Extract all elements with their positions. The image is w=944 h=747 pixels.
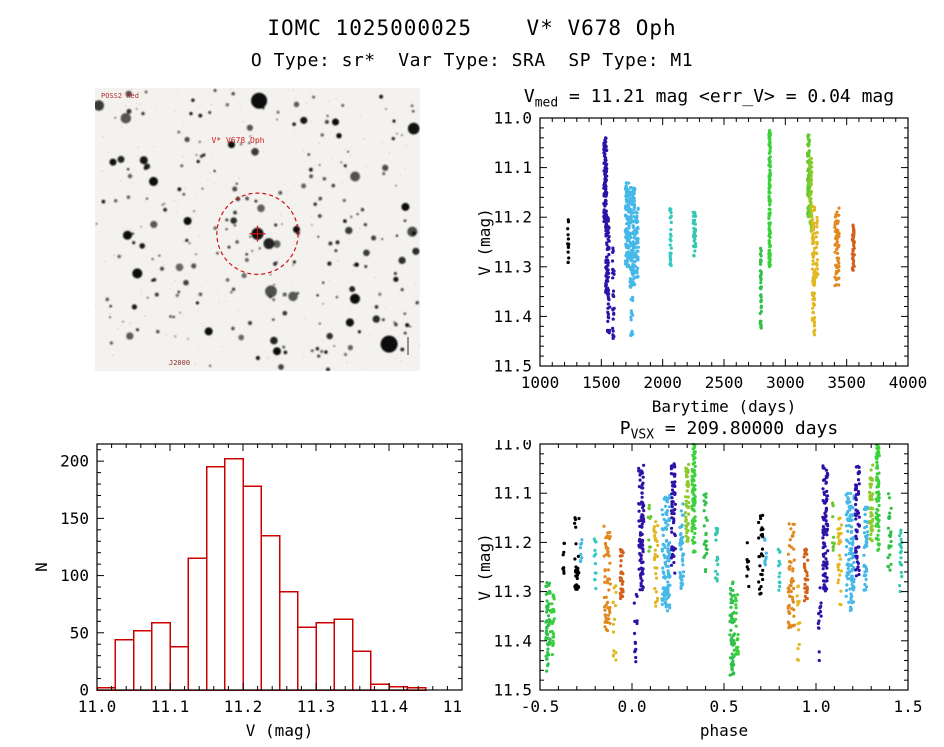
svg-text:V (mag): V (mag) [475,208,494,275]
finder-chart-panel: POSS2 Red V* V678 Oph J2000 [95,88,420,371]
histogram-plot: 11.0 11.1 11.2 11.3 11.4 11.5 0 50 100 150 200 V (m… [32,443,465,740]
svg-text:11.0: 11.0 [493,440,532,454]
svg-text:1500: 1500 [582,373,621,392]
svg-text:-0.5: -0.5 [521,697,560,716]
svg-text:0.5: 0.5 [710,697,739,716]
svg-text:11.4: 11.4 [493,307,532,326]
svg-text:0: 0 [79,681,89,700]
svg-text:phase: phase [700,721,748,740]
page-title: IOMC 1025000025 V* V678 Oph [267,16,677,40]
light-curve-title: Vmed = 11.21 mag <err_V> = 0.04 mag [523,86,895,111]
svg-text:3500: 3500 [827,373,866,392]
finder-chart-image: POSS2 Red V* V678 Oph J2000 [95,88,420,371]
svg-text:11.4: 11.4 [493,631,532,650]
svg-text:POSS2 Red: POSS2 Red [101,92,139,100]
svg-text:11.1: 11.1 [493,484,532,503]
svg-text:11.0: 11.0 [78,697,117,716]
light-curve-plot: 1000 1500 2000 2500 3000 3500 4000 11.0 11.1 11.2… [475,110,928,416]
svg-text:11.5: 11.5 [493,681,532,700]
svg-text:11.5: 11.5 [443,697,465,716]
svg-text:3000: 3000 [766,373,805,392]
svg-text:150: 150 [60,509,89,528]
svg-text:11.2: 11.2 [224,697,263,716]
svg-text:11.1: 11.1 [151,697,190,716]
svg-text:1.0: 1.0 [802,697,831,716]
svg-text:11.3: 11.3 [493,257,532,276]
svg-text:2000: 2000 [643,373,682,392]
svg-text:J2000: J2000 [169,359,190,367]
svg-text:0.0: 0.0 [618,697,647,716]
svg-text:11.3: 11.3 [493,582,532,601]
svg-text:11.3: 11.3 [297,697,336,716]
page-subtitle: O Type: sr* Var Type: SRA SP Type: M1 [250,50,694,71]
svg-text:11.0: 11.0 [493,110,532,128]
svg-text:11.2: 11.2 [493,533,532,552]
svg-text:11.1: 11.1 [493,158,532,177]
svg-text:11.4: 11.4 [370,697,409,716]
svg-text:1.5: 1.5 [894,697,923,716]
svg-text:100: 100 [60,566,89,585]
svg-text:2500: 2500 [705,373,744,392]
svg-text:50: 50 [70,623,89,642]
svg-text:1000: 1000 [521,373,560,392]
phase-panel: PVSX = 209.80000 days -0.5 0.0 0.5 1.0 1.5 11… [470,418,944,746]
svg-text:11.2: 11.2 [493,208,532,227]
phase-plot: -0.5 0.0 0.5 1.0 1.5 11.0 11.1 11.2 11.3 11.4 11.5… [475,440,923,740]
svg-text:N: N [32,562,51,572]
histogram-panel: 11.0 11.1 11.2 11.3 11.4 11.5 0 50 100 150 200 V (m… [25,418,465,746]
svg-text:11.5: 11.5 [493,357,532,376]
svg-text:4000: 4000 [889,373,928,392]
svg-text:200: 200 [60,452,89,471]
svg-text:V (mag): V (mag) [246,721,313,740]
svg-text:V* V678 Oph: V* V678 Oph [212,136,265,145]
light-curve-panel: Vmed = 11.21 mag <err_V> = 0.04 mag 1000… [470,86,944,420]
svg-text:V (mag): V (mag) [475,533,494,600]
phase-plot-title: PVSX = 209.80000 days [619,418,839,443]
svg-text:Barytime (days): Barytime (days) [652,397,797,416]
